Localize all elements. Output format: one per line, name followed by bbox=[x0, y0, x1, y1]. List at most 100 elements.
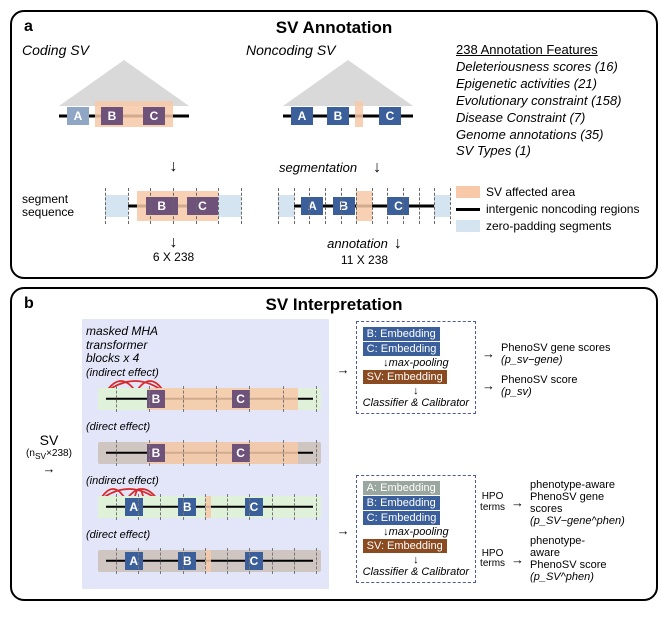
b-input-label: SV bbox=[40, 432, 59, 448]
embed-chip: C: Embedding bbox=[363, 511, 441, 525]
effect-dash bbox=[294, 494, 295, 520]
effect-dash bbox=[272, 548, 273, 574]
segment-C: C bbox=[143, 107, 165, 125]
effect-dash bbox=[116, 440, 117, 466]
feature-item-4: Genome annotations (35) bbox=[456, 127, 646, 144]
legend-swatch-2 bbox=[456, 220, 480, 232]
b-input-col: SV (nSV×238) → bbox=[22, 319, 76, 589]
dash-8 bbox=[403, 188, 404, 224]
effect-dash bbox=[160, 494, 161, 520]
effect-dash bbox=[249, 494, 250, 520]
legend-text-0: SV affected area bbox=[486, 185, 575, 199]
effect-dash bbox=[149, 440, 150, 466]
dash-3 bbox=[325, 188, 326, 224]
panel-b-body: SV (nSV×238) → masked MHA transformer bl… bbox=[22, 319, 646, 589]
effect-seg-A: A bbox=[125, 498, 143, 516]
seq-seg-B: B bbox=[333, 197, 355, 215]
effect-seg-C: C bbox=[245, 498, 263, 516]
coding-matrix: 6 X 238 bbox=[88, 250, 259, 264]
effect-dash bbox=[227, 548, 228, 574]
dash-9 bbox=[419, 188, 420, 224]
dash-4 bbox=[196, 188, 197, 224]
pad-left bbox=[278, 195, 294, 217]
dash-1 bbox=[128, 188, 129, 224]
seq-seg-A: A bbox=[301, 197, 323, 215]
effect-dash bbox=[205, 548, 206, 574]
noncoding-sv-col: Noncoding SV ABC bbox=[246, 42, 450, 129]
dash-4 bbox=[341, 188, 342, 224]
arrow-down-3: ↓ bbox=[88, 238, 259, 248]
max-pool-label: ↓max-pooling bbox=[363, 526, 469, 538]
input-arrow: → bbox=[43, 461, 56, 476]
panel-a-letter: a bbox=[24, 18, 33, 36]
b-right-col: →B: EmbeddingC: Embedding↓max-poolingSV:… bbox=[335, 319, 646, 589]
dash-0 bbox=[105, 188, 106, 224]
embed-box-0: B: EmbeddingC: Embedding↓max-poolingSV: … bbox=[356, 321, 476, 414]
segment-A: A bbox=[67, 107, 89, 125]
output-arrow: → bbox=[511, 495, 524, 510]
feature-list: 238 Annotation Features Deleteriousness … bbox=[450, 42, 646, 160]
coding-triangle bbox=[59, 60, 189, 106]
effect-dash bbox=[283, 440, 284, 466]
effect-dash bbox=[249, 386, 250, 412]
coding-sv-col: Coding SV ABC bbox=[22, 42, 226, 129]
output-row: →PhenoSV score(p_sv) bbox=[480, 374, 612, 398]
sv-embed-chip: SV: Embedding bbox=[363, 539, 447, 553]
effect-dash bbox=[294, 548, 295, 574]
noncoding-heading: Noncoding SV bbox=[246, 42, 450, 58]
hpo-label: HPO terms bbox=[480, 492, 505, 513]
output-text: PhenoSV gene scores(p_sv−gene) bbox=[501, 342, 610, 366]
effect-dash bbox=[216, 386, 217, 412]
effect-seg-A: A bbox=[125, 552, 143, 570]
effect-dash bbox=[283, 386, 284, 412]
arrow-to-embed: → bbox=[337, 523, 350, 538]
noncoding-track: ABC bbox=[283, 105, 413, 127]
max-pool-label: ↓max-pooling bbox=[363, 357, 469, 369]
feature-item-1: Epigenetic activities (21) bbox=[456, 76, 646, 93]
effect-block-3: ABC bbox=[86, 544, 325, 576]
panel-a-top-row: Coding SV ABC Noncoding SV bbox=[22, 42, 646, 160]
effect-dash bbox=[183, 386, 184, 412]
effect-track-1: BC bbox=[98, 442, 321, 464]
embed-box-1: A: EmbeddingB: EmbeddingC: Embedding↓max… bbox=[356, 475, 476, 583]
arrow-to-embed: → bbox=[337, 362, 350, 377]
arrow-down-2: ↓ bbox=[373, 163, 381, 173]
effect-dash bbox=[183, 548, 184, 574]
output-text: phenotype-awarePhenoSV gene scores(p_SV−… bbox=[530, 479, 625, 527]
output-col: →PhenoSV gene scores(p_sv−gene)→PhenoSV … bbox=[480, 342, 612, 398]
effect-seg-C: C bbox=[232, 444, 250, 462]
feature-title: 238 Annotation Features bbox=[456, 42, 646, 57]
embed-footer: Classifier & Calibrator bbox=[363, 397, 469, 409]
pad-right bbox=[218, 195, 241, 217]
dash-0 bbox=[278, 188, 279, 224]
effect-dash bbox=[249, 440, 250, 466]
effect-dash bbox=[205, 494, 206, 520]
hpo-label: HPO terms bbox=[480, 549, 505, 570]
effect-hl bbox=[147, 442, 298, 464]
panel-a: a SV Annotation Coding SV ABC Noncoding … bbox=[10, 10, 658, 279]
coding-seq: BC bbox=[105, 191, 241, 221]
embed-chip: A: Embedding bbox=[363, 481, 440, 495]
legend-swatch-1 bbox=[456, 208, 480, 211]
panel-b-title: SV Interpretation bbox=[22, 295, 646, 315]
effect-seg-C: C bbox=[232, 390, 250, 408]
embed-chip: B: Embedding bbox=[363, 496, 440, 510]
feature-item-2: Evolutionary constraint (158) bbox=[456, 93, 646, 110]
segmentation-row: ↓ segmentation ↓ bbox=[22, 160, 646, 175]
effect-dash bbox=[116, 386, 117, 412]
legend-text-2: zero-padding segments bbox=[486, 219, 611, 233]
effect-dash bbox=[316, 494, 317, 520]
segment-A: A bbox=[291, 107, 313, 125]
effect-track-0: BC bbox=[98, 388, 321, 410]
effect-dash bbox=[183, 440, 184, 466]
dash-6 bbox=[372, 188, 373, 224]
dash-10 bbox=[434, 188, 435, 224]
dash-1 bbox=[294, 188, 295, 224]
annotation-row: ↓ 6 X 238 annotation ↓ 11 X 238 bbox=[22, 236, 646, 267]
feature-item-3: Disease Constraint (7) bbox=[456, 110, 646, 127]
effect-block-0: BC bbox=[86, 382, 325, 414]
panel-b-letter: b bbox=[24, 295, 34, 313]
dash-11 bbox=[450, 188, 451, 224]
effect-dash bbox=[149, 386, 150, 412]
noncoding-highlight bbox=[355, 101, 363, 127]
